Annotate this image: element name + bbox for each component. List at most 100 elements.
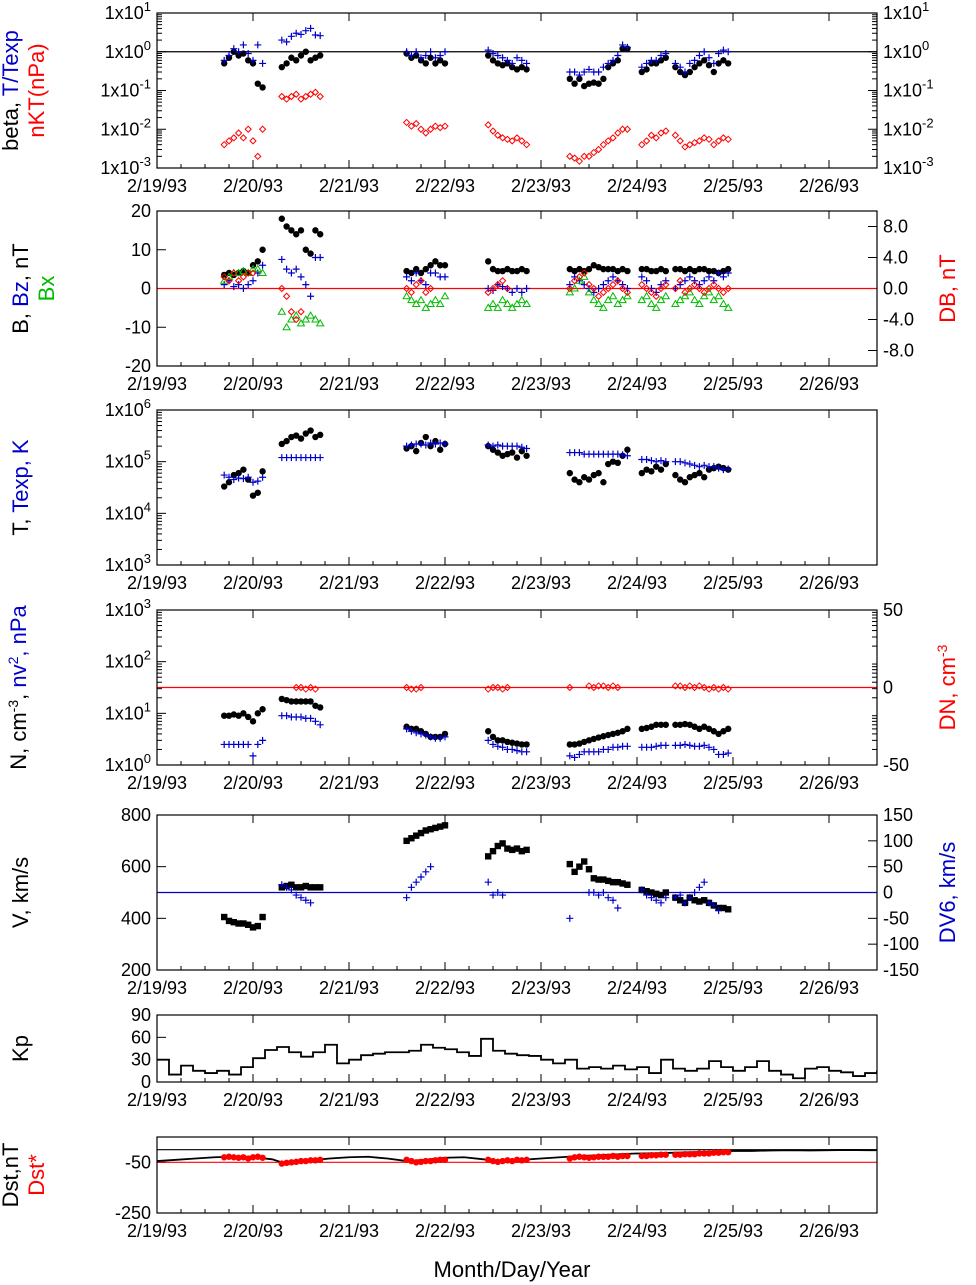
data-point bbox=[259, 246, 266, 253]
data-point bbox=[705, 725, 713, 733]
data-point bbox=[302, 430, 309, 437]
data-point bbox=[653, 463, 660, 470]
data-point bbox=[239, 134, 248, 142]
y2-tick-label: 0.0 bbox=[883, 279, 908, 299]
data-point bbox=[412, 119, 420, 128]
data-point bbox=[590, 735, 597, 743]
x-tick-label: 2/19/93 bbox=[127, 176, 187, 196]
data-point bbox=[585, 265, 593, 273]
data-point bbox=[710, 728, 717, 735]
data-point bbox=[254, 152, 262, 161]
x-tick-label: 2/23/93 bbox=[511, 978, 571, 998]
series-2 bbox=[220, 24, 732, 79]
panel-1: 1x10-3 1x10-3 1x10-2 1x10-2 1x10-1 1x10-1 1x10… bbox=[0, 0, 934, 196]
data-point bbox=[413, 1159, 420, 1166]
data-point bbox=[249, 269, 257, 277]
data-point bbox=[403, 442, 411, 450]
data-point bbox=[417, 1158, 425, 1166]
data-point bbox=[652, 292, 660, 300]
data-point bbox=[619, 880, 626, 887]
data-point bbox=[225, 473, 233, 481]
data-point bbox=[259, 913, 266, 921]
x-tick-label: 2/20/93 bbox=[223, 978, 283, 998]
x-tick-label: 2/24/93 bbox=[607, 1221, 667, 1241]
data-point bbox=[642, 291, 651, 300]
data-point bbox=[504, 845, 511, 852]
y-axis-label: T, Texp, K bbox=[8, 439, 33, 536]
data-point bbox=[412, 878, 420, 886]
data-point bbox=[604, 137, 612, 145]
y-tick-label: 1x105 bbox=[105, 448, 151, 472]
data-point bbox=[681, 68, 689, 76]
data-point bbox=[441, 60, 449, 67]
data-point bbox=[437, 1156, 444, 1164]
data-point bbox=[426, 125, 435, 133]
data-point bbox=[571, 1154, 578, 1161]
data-point bbox=[221, 1154, 228, 1161]
data-point bbox=[512, 299, 522, 307]
x-tick-label: 2/23/93 bbox=[511, 573, 571, 593]
data-point bbox=[292, 891, 300, 899]
data-point bbox=[599, 140, 608, 149]
data-point bbox=[283, 437, 290, 445]
data-point bbox=[234, 129, 243, 137]
x-tick-label: 2/19/93 bbox=[127, 978, 187, 998]
data-point bbox=[513, 1156, 521, 1164]
y-tick-label: 200 bbox=[121, 960, 151, 980]
data-point bbox=[580, 68, 588, 76]
data-point bbox=[695, 742, 703, 750]
data-point bbox=[642, 137, 651, 145]
series-line-1 bbox=[157, 1037, 877, 1080]
data-point bbox=[503, 56, 511, 64]
data-point bbox=[407, 441, 415, 449]
data-point bbox=[600, 479, 607, 486]
data-point bbox=[590, 262, 597, 269]
data-point bbox=[600, 1153, 607, 1160]
data-point bbox=[705, 54, 713, 62]
data-point bbox=[509, 63, 516, 71]
data-point bbox=[288, 54, 295, 61]
data-point bbox=[302, 281, 310, 289]
data-point bbox=[509, 267, 516, 275]
data-point bbox=[493, 303, 503, 311]
data-point bbox=[427, 262, 434, 269]
data-area bbox=[157, 1037, 877, 1080]
data-point bbox=[696, 1150, 703, 1157]
y2-tick-label: 0 bbox=[883, 883, 893, 903]
data-point bbox=[427, 863, 435, 871]
x-tick-label: 2/21/93 bbox=[319, 176, 379, 196]
data-point bbox=[254, 710, 261, 717]
data-point bbox=[282, 292, 291, 300]
data-point bbox=[288, 698, 295, 705]
data-point bbox=[595, 891, 603, 899]
data-point bbox=[638, 140, 646, 149]
data-point bbox=[489, 740, 497, 748]
data-point bbox=[605, 265, 612, 273]
x-tick-label: 2/25/93 bbox=[703, 573, 763, 593]
x-tick-label: 2/24/93 bbox=[607, 1090, 667, 1110]
data-point bbox=[513, 134, 521, 142]
data-point bbox=[638, 469, 645, 477]
data-point bbox=[705, 1150, 713, 1157]
data-point bbox=[220, 56, 228, 64]
data-point bbox=[657, 265, 665, 273]
data-point bbox=[412, 729, 420, 737]
data-point bbox=[235, 1154, 242, 1161]
data-point bbox=[677, 476, 684, 483]
data-point bbox=[609, 730, 617, 738]
data-point bbox=[676, 741, 684, 749]
data-point bbox=[509, 739, 516, 746]
data-point bbox=[240, 466, 247, 473]
data-point bbox=[437, 446, 444, 453]
data-point bbox=[407, 883, 415, 891]
data-point bbox=[662, 50, 670, 58]
data-point bbox=[413, 725, 420, 733]
data-point bbox=[485, 258, 492, 265]
data-point bbox=[287, 886, 295, 894]
data-point bbox=[311, 717, 319, 725]
data-point bbox=[499, 452, 506, 459]
data-point bbox=[427, 733, 435, 741]
x-tick-label: 2/26/93 bbox=[799, 978, 859, 998]
data-point bbox=[249, 752, 257, 760]
